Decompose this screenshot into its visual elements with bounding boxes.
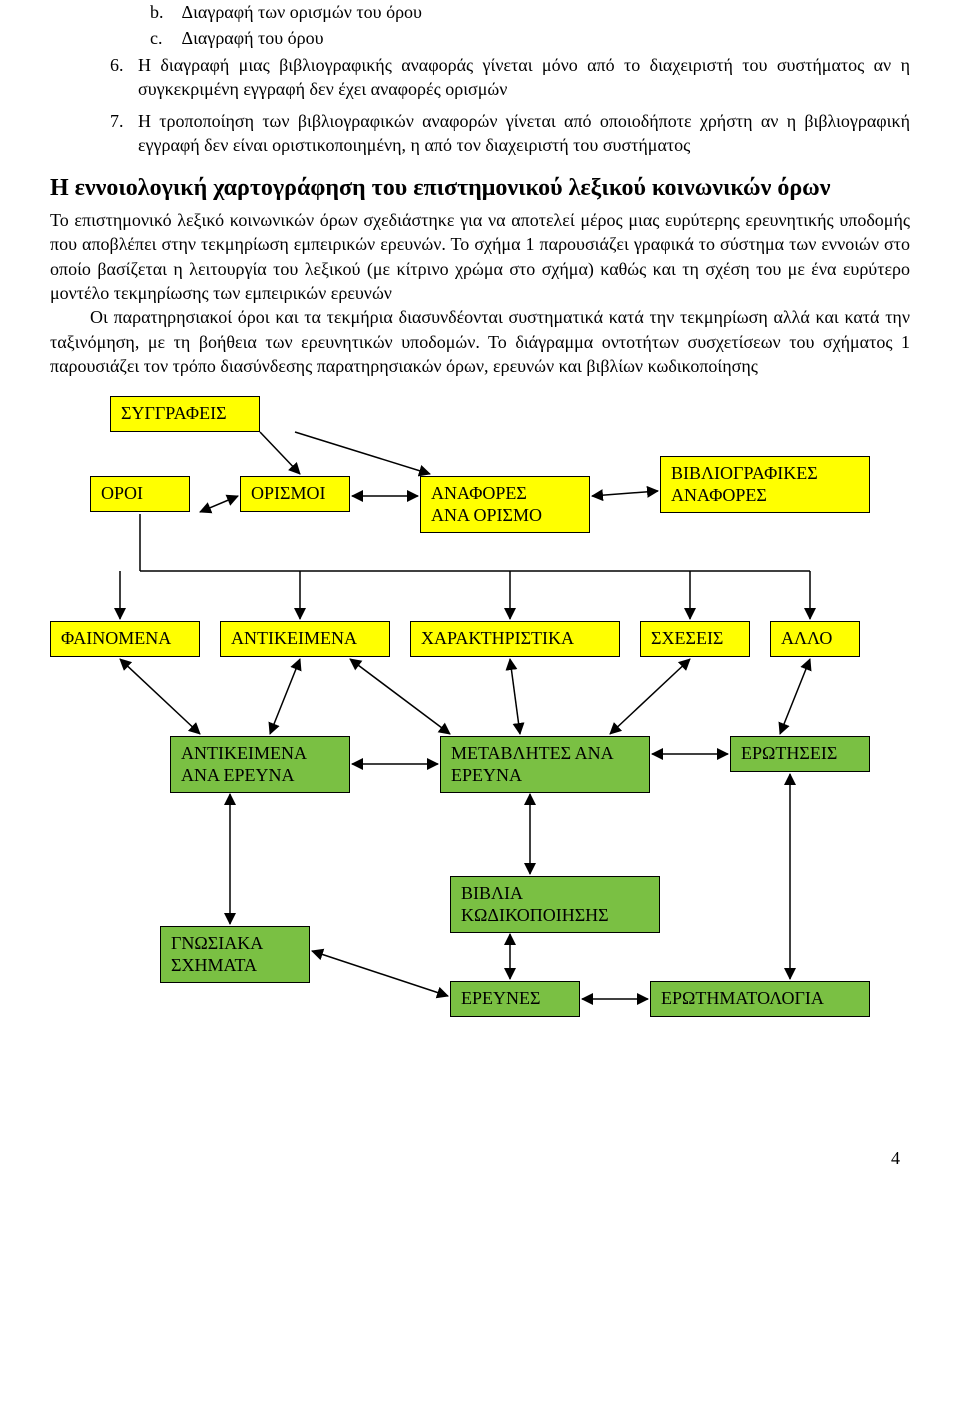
body-paragraph-1: Το επιστημονικό λεξικό κοινωνικών όρων σ… <box>50 208 910 305</box>
er-diagram: ΣΥΓΓΡΑΦΕΙΣ ΟΡΟΙ ΟΡΙΣΜΟΙ ΑΝΑΦΟΡΕΣ ΑΝΑ ΟΡΙΣΜΟ… <box>50 396 920 1116</box>
node-meta: ΜΕΤΑΒΛΗΤΕΣ ΑΝΑ ΕΡΕΥΝΑ <box>440 736 650 793</box>
node-erotm: ΕΡΩΤΗΜΑΤΟΛΟΓΙΑ <box>650 981 870 1017</box>
numbered-item-7: 7. Η τροποποίηση των βιβλιογραφικών αναφ… <box>110 109 910 158</box>
list-marker: 6. <box>110 53 138 77</box>
node-anaf: ΑΝΑΦΟΡΕΣ ΑΝΑ ΟΡΙΣΜΟ <box>420 476 590 533</box>
node-allo: ΑΛΛΟ <box>770 621 860 657</box>
list-item-b: b. Διαγραφή των ορισμών του όρου <box>150 0 910 24</box>
node-antie: ΑΝΤΙΚΕΙΜΕΝΑ ΑΝΑ ΕΡΕΥΝΑ <box>170 736 350 793</box>
numbered-item-6: 6. Η διαγραφή μιας βιβλιογραφικής αναφορ… <box>110 53 910 102</box>
node-anti: ΑΝΤΙΚΕΙΜΕΝΑ <box>220 621 390 657</box>
list-item-c: c. Διαγραφή του όρου <box>150 26 910 50</box>
body-paragraph-2: Οι παρατηρησιακοί όροι και τα τεκμήρια δ… <box>50 305 910 378</box>
list-text: Διαγραφή του όρου <box>182 28 324 48</box>
node-bibl: ΒΙΒΛΙΟΓΡΑΦΙΚΕΣ ΑΝΑΦΟΡΕΣ <box>660 456 870 513</box>
list-text: Διαγραφή των ορισμών του όρου <box>182 2 422 22</box>
node-syg: ΣΥΓΓΡΑΦΕΙΣ <box>110 396 260 432</box>
list-text: Η διαγραφή μιας βιβλιογραφικής αναφοράς … <box>138 53 910 102</box>
page-number: 4 <box>0 1146 960 1170</box>
list-marker: c. <box>150 26 178 50</box>
node-erot: ΕΡΩΤΗΣΕΙΣ <box>730 736 870 772</box>
list-marker: 7. <box>110 109 138 133</box>
list-marker: b. <box>150 0 178 24</box>
node-oroi: ΟΡΟΙ <box>90 476 190 512</box>
node-fain: ΦΑΙΝΟΜΕΝΑ <box>50 621 200 657</box>
section-heading: Η εννοιολογική χαρτογράφηση του επιστημο… <box>50 172 910 204</box>
node-bkod: ΒΙΒΛΙΑ ΚΩΔΙΚΟΠΟΙΗΣΗΣ <box>450 876 660 933</box>
node-oris: ΟΡΙΣΜΟΙ <box>240 476 350 512</box>
node-erev: ΕΡΕΥΝΕΣ <box>450 981 580 1017</box>
node-sxes: ΣΧΕΣΕΙΣ <box>640 621 750 657</box>
node-xara: ΧΑΡΑΚΤΗΡΙΣΤΙΚΑ <box>410 621 620 657</box>
node-gnos: ΓΝΩΣΙΑΚΑ ΣΧΗΜΑΤΑ <box>160 926 310 983</box>
list-text: Η τροποποίηση των βιβλιογραφικών αναφορώ… <box>138 109 910 158</box>
